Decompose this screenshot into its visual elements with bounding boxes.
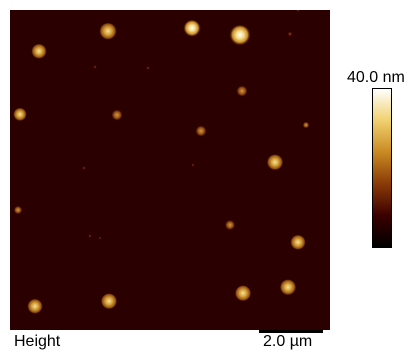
particle xyxy=(100,293,118,311)
particle xyxy=(98,236,102,240)
particle xyxy=(27,299,43,315)
particle xyxy=(279,279,297,297)
particle xyxy=(146,66,150,70)
particle xyxy=(234,285,252,303)
particle xyxy=(13,205,23,215)
height-colorbar xyxy=(372,88,392,248)
particle xyxy=(31,44,47,60)
particle xyxy=(266,154,284,172)
particle xyxy=(111,109,123,121)
colorbar-max-label: 40.0 nm xyxy=(347,69,405,86)
particle xyxy=(88,234,92,238)
particle xyxy=(287,31,293,37)
particle xyxy=(290,235,306,251)
channel-label: Height xyxy=(14,333,61,350)
particle xyxy=(195,125,207,137)
particle xyxy=(191,163,195,167)
particles xyxy=(13,10,310,315)
particle xyxy=(296,10,300,12)
particle xyxy=(183,20,201,38)
particle xyxy=(93,65,97,69)
particle xyxy=(229,25,251,47)
particle xyxy=(82,166,86,170)
particle xyxy=(236,85,248,97)
afm-height-image xyxy=(10,10,330,330)
particle xyxy=(224,219,236,231)
particle xyxy=(99,23,117,41)
particle xyxy=(302,121,310,129)
particle xyxy=(13,108,27,122)
scale-bar-label: 2.0 µm xyxy=(263,333,313,350)
scale-bar-line xyxy=(259,330,323,333)
